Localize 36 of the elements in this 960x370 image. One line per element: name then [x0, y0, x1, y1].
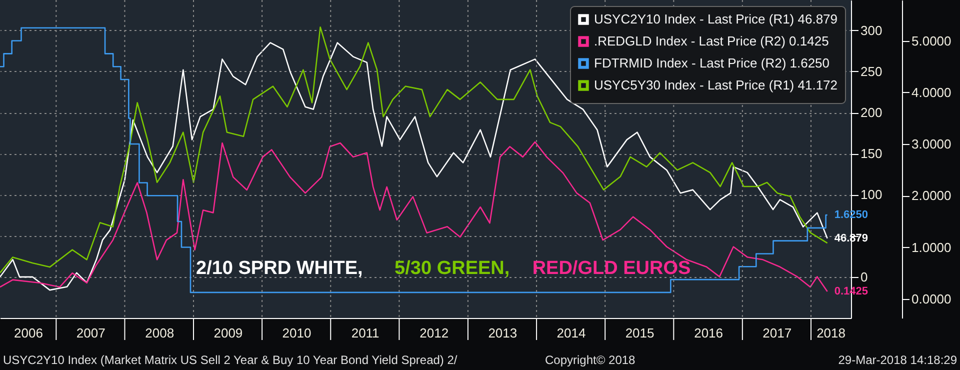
- y-tick-label: 250: [860, 64, 882, 79]
- x-tick-label: 2015: [625, 326, 654, 340]
- text: USYC2Y10 Index (Market Matrix US Sell 2 Year & Buy 10 Year Bond Yield Spread) 2/: [3, 353, 458, 367]
- legend-label: USYC2Y10 Index - Last Price (R1) 46.879: [594, 12, 838, 26]
- x-tick-label: 2014: [556, 326, 586, 340]
- annotation: 2/10 SPRD WHITE,: [196, 258, 363, 279]
- y-tick-label: 100: [860, 187, 882, 202]
- text: Copyright© 2018: [545, 353, 636, 367]
- y2-tick-label: 0.0000: [912, 291, 952, 306]
- x-tick-label: 2006: [14, 326, 43, 340]
- x-tick-label: 2017: [762, 326, 792, 340]
- legend-label: USYC5Y30 Index - Last Price (R1) 41.172: [594, 78, 838, 92]
- annotation: 5/30 GREEN,: [394, 258, 510, 279]
- x-tick-label: 2013: [488, 326, 518, 340]
- y2-tick-label: 5.0000: [912, 33, 952, 48]
- x-tick-label: 2018: [816, 326, 846, 340]
- annotation: RED/GLD EUROS: [532, 258, 691, 279]
- y2-tick-label: 4.0000: [912, 84, 952, 100]
- legend-label: .REDGLD Index - Last Price (R2) 0.1425: [594, 34, 829, 48]
- x-tick-label: 2009: [214, 326, 243, 340]
- text: 29-Mar-2018 14:18:29: [838, 353, 958, 367]
- y2-tick-label: 2.0000: [912, 188, 952, 204]
- line-series: [0, 141, 828, 292]
- legend-label: FDTRMID Index - Last Price (R2) 1.6250: [594, 56, 830, 70]
- x-tick-label: 2010: [282, 326, 312, 340]
- y-tick-label: 200: [860, 105, 882, 120]
- y2-tick-label: 3.0000: [912, 136, 952, 152]
- x-tick-label: 2008: [145, 326, 174, 340]
- x-tick-label: 2007: [76, 326, 106, 340]
- y-tick-label: 150: [860, 146, 882, 162]
- y2-tick-label: 1.0000: [912, 240, 952, 255]
- x-tick-label: 2016: [694, 326, 723, 340]
- y-tick-label: 0: [860, 269, 868, 284]
- x-tick-label: 2012: [420, 326, 449, 340]
- x-tick-label: 2011: [351, 326, 380, 340]
- y-tick-label: 300: [860, 22, 882, 38]
